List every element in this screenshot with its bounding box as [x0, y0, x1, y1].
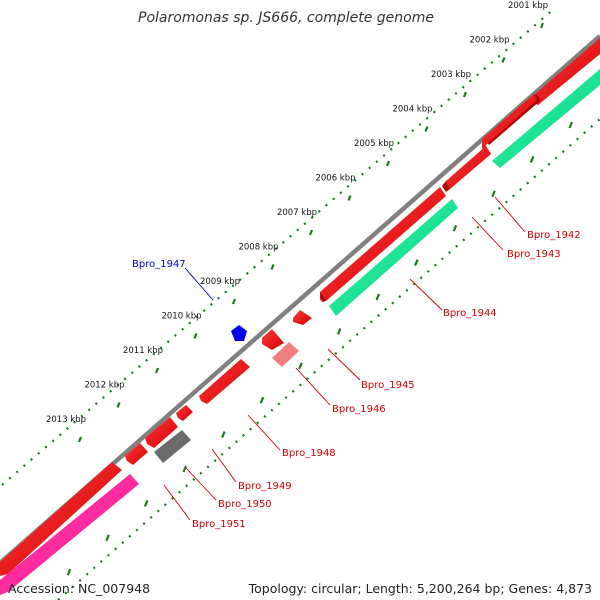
- ruler-major-tick: [501, 57, 506, 63]
- gene-bpro-1945-small[interactable]: [293, 310, 312, 325]
- accession-label: Accession: NC_007948: [8, 581, 151, 596]
- ruler-major-tick: [143, 499, 149, 507]
- ruler-major-tick: [77, 436, 83, 443]
- ruler-major-tick: [116, 402, 121, 408]
- ruler-major-tick: [336, 327, 342, 335]
- gene-bpro-1943[interactable]: [442, 146, 491, 192]
- ruler-label: 2010 kbp: [161, 312, 201, 322]
- ruler-major-tick: [231, 298, 237, 305]
- ruler-major-tick: [298, 362, 303, 370]
- inner-ruler-dots: [57, 118, 600, 600]
- ruler-major-tick: [105, 534, 110, 542]
- gene-labels: Bpro_1942 Bpro_1943 Bpro_1944 Bpro_1945 …: [132, 230, 581, 530]
- ruler-label: 2011 kbp: [123, 346, 163, 356]
- gene-label-bpro-1949[interactable]: Bpro_1949: [238, 481, 292, 492]
- gene-label-leaders: [163, 196, 526, 521]
- ruler-label: 2007 kbp: [277, 208, 317, 218]
- gene-label-bpro-1943[interactable]: Bpro_1943: [507, 249, 561, 260]
- ruler-label: 2005 kbp: [354, 139, 394, 149]
- ruler-major-tick: [424, 126, 429, 132]
- gene-bpro-1951[interactable]: [0, 474, 139, 595]
- ruler-label: 2012 kbp: [84, 381, 124, 391]
- gene-bpro-1947[interactable]: [231, 325, 247, 341]
- ruler-major-tick: [452, 224, 458, 232]
- ruler-label: 2009 kbp: [200, 277, 240, 287]
- ruler-major-tick: [568, 121, 574, 129]
- gene-label-bpro-1947[interactable]: Bpro_1947: [132, 259, 186, 270]
- gene-bpro-1948[interactable]: [199, 359, 250, 404]
- ruler-major-tick: [308, 229, 314, 236]
- ruler-major-tick: [462, 91, 468, 98]
- ruler-major-tick: [221, 431, 226, 439]
- ruler-label: 2013 kbp: [46, 415, 86, 425]
- ruler-labels: 2001 kbp 2002 kbp 2003 kbp 2004 kbp 2005 kbp…: [46, 1, 548, 425]
- gene-label-bpro-1950[interactable]: Bpro_1950: [218, 499, 272, 510]
- gene-bpro-1944[interactable]: [320, 187, 446, 302]
- gene-label-bpro-1944[interactable]: Bpro_1944: [443, 308, 497, 319]
- outer-ruler-ticks: [77, 22, 545, 443]
- map-footer: Accession: NC_007948 Topology: circular;…: [0, 578, 600, 600]
- gene-forward-top[interactable]: [532, 38, 600, 105]
- gene-forward-bottom[interactable]: [0, 462, 122, 576]
- ruler-major-tick: [270, 264, 275, 270]
- ruler-major-tick: [385, 160, 391, 167]
- ruler-major-tick: [259, 396, 265, 404]
- ruler-major-tick: [193, 333, 198, 339]
- gene-bpro-1949-b[interactable]: [145, 417, 178, 448]
- outer-ruler-dots: [1, 7, 556, 486]
- gene-label-bpro-1951[interactable]: Bpro_1951: [192, 519, 246, 530]
- ruler-major-tick: [375, 293, 381, 301]
- ruler-label: 2001 kbp: [508, 1, 548, 11]
- ruler-major-tick: [347, 195, 352, 201]
- ruler-major-tick: [491, 190, 496, 198]
- ruler-label: 2004 kbp: [392, 105, 432, 115]
- gene-bpro-1945[interactable]: [262, 329, 284, 350]
- ruler-major-tick: [182, 465, 188, 473]
- gene-bpro-1946[interactable]: [272, 342, 299, 367]
- ruler-major-tick: [66, 568, 72, 576]
- ruler-major-tick: [529, 155, 535, 163]
- gene-label-bpro-1942[interactable]: Bpro_1942: [527, 230, 581, 241]
- ruler-label: 2008 kbp: [238, 243, 278, 253]
- inner-ruler-ticks: [66, 121, 574, 576]
- gene-bpro-1950[interactable]: [154, 430, 191, 463]
- gene-label-bpro-1948[interactable]: Bpro_1948: [282, 448, 336, 459]
- map-title: Polaromonas sp. JS666, complete genome: [138, 10, 434, 26]
- gene-bpro-1942[interactable]: [482, 94, 541, 152]
- ruler-label: 2006 kbp: [315, 174, 355, 184]
- genome-stats: Topology: circular; Length: 5,200,264 bp…: [248, 581, 592, 596]
- ruler-major-tick: [154, 367, 160, 374]
- ruler-major-tick: [539, 22, 545, 29]
- ruler-major-tick: [414, 259, 419, 267]
- gene-bpro-1950-red[interactable]: [125, 443, 148, 465]
- gene-bpro-1949-a[interactable]: [176, 405, 193, 421]
- gene-reverse-1944[interactable]: [329, 199, 458, 316]
- gene-reverse-top[interactable]: [492, 69, 600, 168]
- ruler-label: 2002 kbp: [469, 36, 509, 46]
- gene-label-bpro-1945[interactable]: Bpro_1945: [361, 380, 415, 391]
- ruler-label: 2003 kbp: [431, 70, 471, 80]
- gene-label-bpro-1946[interactable]: Bpro_1946: [332, 404, 386, 415]
